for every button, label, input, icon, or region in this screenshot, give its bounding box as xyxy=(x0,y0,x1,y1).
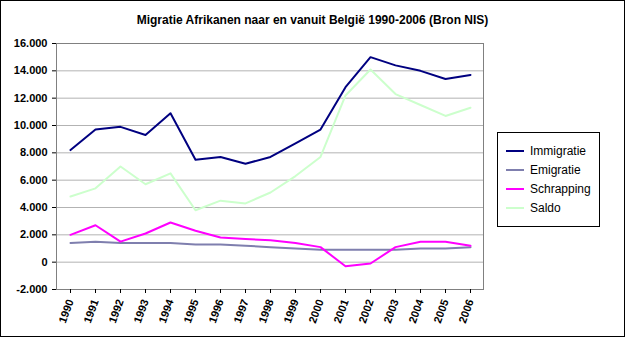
svg-text:1997: 1997 xyxy=(231,298,251,325)
svg-text:1999: 1999 xyxy=(281,298,301,325)
html-text:Emigratie: Emigratie xyxy=(530,162,581,177)
svg-text:16.000: 16.000 xyxy=(14,37,48,49)
svg-text:1995: 1995 xyxy=(181,298,201,325)
html-text:Migratie Afrikanen naar en van: Migratie Afrikanen naar en vanuit België… xyxy=(136,13,489,27)
html-text:Schrapping: Schrapping xyxy=(530,181,591,196)
html-text:Immigratie: Immigratie xyxy=(530,143,586,158)
svg-text:1994: 1994 xyxy=(156,297,176,325)
svg-text:10.000: 10.000 xyxy=(14,119,48,131)
svg-text:2.000: 2.000 xyxy=(20,228,48,240)
svg-text:1992: 1992 xyxy=(106,298,126,325)
svg-text:2003: 2003 xyxy=(381,298,401,325)
svg-text:12.000: 12.000 xyxy=(14,92,48,104)
svg-text:8.000: 8.000 xyxy=(20,146,48,158)
svg-text:2002: 2002 xyxy=(356,298,376,325)
svg-text:1990: 1990 xyxy=(56,298,76,325)
svg-text:4.000: 4.000 xyxy=(20,201,48,213)
svg-text:2000: 2000 xyxy=(306,298,326,325)
svg-text:2001: 2001 xyxy=(331,298,351,325)
svg-text:1991: 1991 xyxy=(81,298,101,325)
svg-text:0: 0 xyxy=(41,256,47,268)
svg-text:1993: 1993 xyxy=(131,298,151,325)
svg-text:2004: 2004 xyxy=(406,297,426,325)
svg-text:1996: 1996 xyxy=(206,298,226,325)
svg-text:14.000: 14.000 xyxy=(14,64,48,76)
svg-text:2006: 2006 xyxy=(456,298,476,325)
svg-text:6.000: 6.000 xyxy=(20,174,48,186)
svg-text:1998: 1998 xyxy=(256,298,276,325)
html-text:Saldo: Saldo xyxy=(530,200,561,215)
svg-text:-2.000: -2.000 xyxy=(16,283,47,295)
svg-text:2005: 2005 xyxy=(431,298,451,325)
